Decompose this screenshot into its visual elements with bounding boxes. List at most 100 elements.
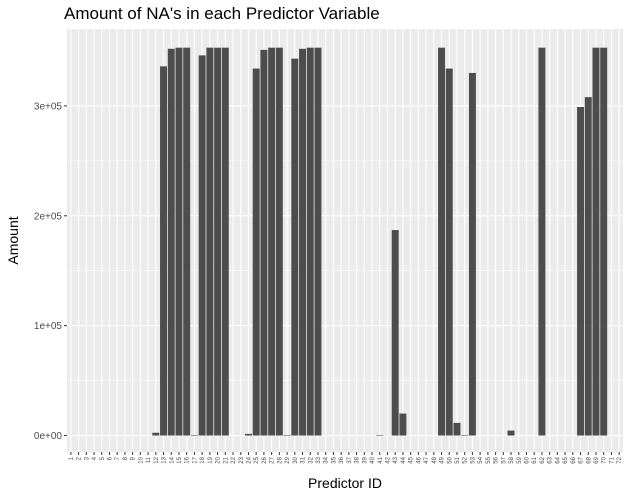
x-tick-label: 50 xyxy=(447,456,453,463)
x-tick-label: 61 xyxy=(532,456,538,463)
x-tick-label: 44 xyxy=(401,456,407,463)
bar xyxy=(445,68,453,436)
bar xyxy=(152,432,160,436)
x-tick-label: 25 xyxy=(254,456,260,463)
x-tick-label: 19 xyxy=(208,456,214,463)
x-tick-label: 53 xyxy=(470,456,476,463)
y-tick-label: 0e+00 xyxy=(34,431,63,442)
x-tick-label: 43 xyxy=(393,456,399,463)
x-tick-label: 4 xyxy=(92,456,98,460)
x-tick-label: 69 xyxy=(594,456,600,463)
x-tick-label: 21 xyxy=(223,456,229,463)
x-tick-label: 31 xyxy=(301,456,307,463)
x-tick-label: 41 xyxy=(378,456,384,463)
x-tick-label: 71 xyxy=(609,456,615,463)
x-tick-label: 23 xyxy=(239,456,245,463)
x-tick-label: 11 xyxy=(146,456,152,463)
x-tick-label: 14 xyxy=(169,456,175,463)
x-tick-label: 34 xyxy=(324,456,330,463)
x-tick-label: 37 xyxy=(347,456,353,463)
x-tick-label: 36 xyxy=(339,456,345,463)
y-tick-label: 2e+05 xyxy=(34,211,63,222)
bar xyxy=(600,47,608,436)
x-tick-label: 38 xyxy=(355,456,361,463)
x-tick-label: 67 xyxy=(579,456,585,463)
x-tick-label: 6 xyxy=(107,456,113,460)
x-tick-label: 27 xyxy=(270,456,276,463)
x-tick-label: 24 xyxy=(246,456,252,463)
chart-title: Amount of NA's in each Predictor Variabl… xyxy=(64,4,380,23)
x-tick-label: 57 xyxy=(501,456,507,463)
x-axis-ticks: 1 2 3 4 5 6 7 8 9 10 11 12 13 14 15 16 17 18 19 20 21 22 23 24 2… xyxy=(69,452,623,464)
bar xyxy=(167,48,175,436)
x-tick-label: 10 xyxy=(138,456,144,463)
bar xyxy=(584,97,592,436)
minor-gridlines xyxy=(67,160,623,381)
bar xyxy=(283,434,291,436)
x-tick-label: 26 xyxy=(262,456,268,463)
x-tick-label: 66 xyxy=(571,456,577,463)
bar xyxy=(306,47,314,436)
x-tick-label: 64 xyxy=(555,456,561,463)
bar xyxy=(275,47,283,436)
x-tick-label: 22 xyxy=(231,456,237,463)
x-tick-label: 17 xyxy=(192,456,198,463)
x-tick-label: 3 xyxy=(84,456,90,460)
bar xyxy=(198,55,206,436)
bar xyxy=(314,47,322,436)
bar xyxy=(592,47,600,436)
x-tick-label: 7 xyxy=(115,456,121,460)
x-tick-label: 42 xyxy=(385,456,391,463)
x-tick-label: 32 xyxy=(308,456,314,463)
x-tick-label: 15 xyxy=(177,456,183,463)
x-tick-label: 63 xyxy=(548,456,554,463)
bar xyxy=(391,230,399,436)
x-tick-label: 45 xyxy=(409,456,415,463)
x-tick-label: 68 xyxy=(586,456,592,463)
x-tick-label: 62 xyxy=(540,456,546,463)
bar xyxy=(214,47,222,436)
bars xyxy=(152,47,608,436)
bar xyxy=(190,434,198,436)
x-tick-label: 46 xyxy=(416,456,422,463)
x-tick-label: 2 xyxy=(77,456,83,460)
bar xyxy=(299,48,307,436)
x-tick-label: 56 xyxy=(494,456,500,463)
x-tick-label: 49 xyxy=(440,456,446,463)
x-tick-label: 30 xyxy=(293,456,299,463)
bar xyxy=(206,47,214,436)
x-tick-label: 60 xyxy=(524,456,530,463)
x-tick-label: 35 xyxy=(331,456,337,463)
x-tick-label: 59 xyxy=(517,456,523,463)
bar xyxy=(268,47,276,436)
x-tick-label: 72 xyxy=(617,456,623,463)
x-tick-label: 18 xyxy=(200,456,206,463)
x-tick-label: 65 xyxy=(563,456,569,463)
y-axis-title: Amount xyxy=(5,216,21,264)
x-tick-label: 29 xyxy=(285,456,291,463)
x-tick-label: 70 xyxy=(602,456,608,463)
x-tick-label: 20 xyxy=(216,456,222,463)
x-axis-title: Predictor ID xyxy=(308,475,382,491)
x-tick-label: 28 xyxy=(277,456,283,463)
bar xyxy=(183,47,191,436)
y-tick-label: 3e+05 xyxy=(34,101,63,112)
x-tick-label: 54 xyxy=(478,456,484,463)
x-tick-label: 16 xyxy=(185,456,191,463)
bar xyxy=(438,47,446,436)
x-tick-label: 40 xyxy=(370,456,376,463)
plot-panel xyxy=(67,29,623,452)
x-tick-label: 39 xyxy=(362,456,368,463)
bar xyxy=(160,66,168,436)
bar xyxy=(260,49,268,436)
x-tick-label: 33 xyxy=(316,456,322,463)
bar xyxy=(221,47,229,436)
x-tick-label: 51 xyxy=(455,456,461,463)
bar xyxy=(252,68,260,436)
bar xyxy=(291,58,299,436)
x-tick-label: 5 xyxy=(100,456,106,460)
bar xyxy=(175,47,183,436)
y-axis-ticks: 0e+00 1e+05 2e+05 3e+05 xyxy=(34,101,67,442)
x-tick-label: 9 xyxy=(131,456,137,460)
